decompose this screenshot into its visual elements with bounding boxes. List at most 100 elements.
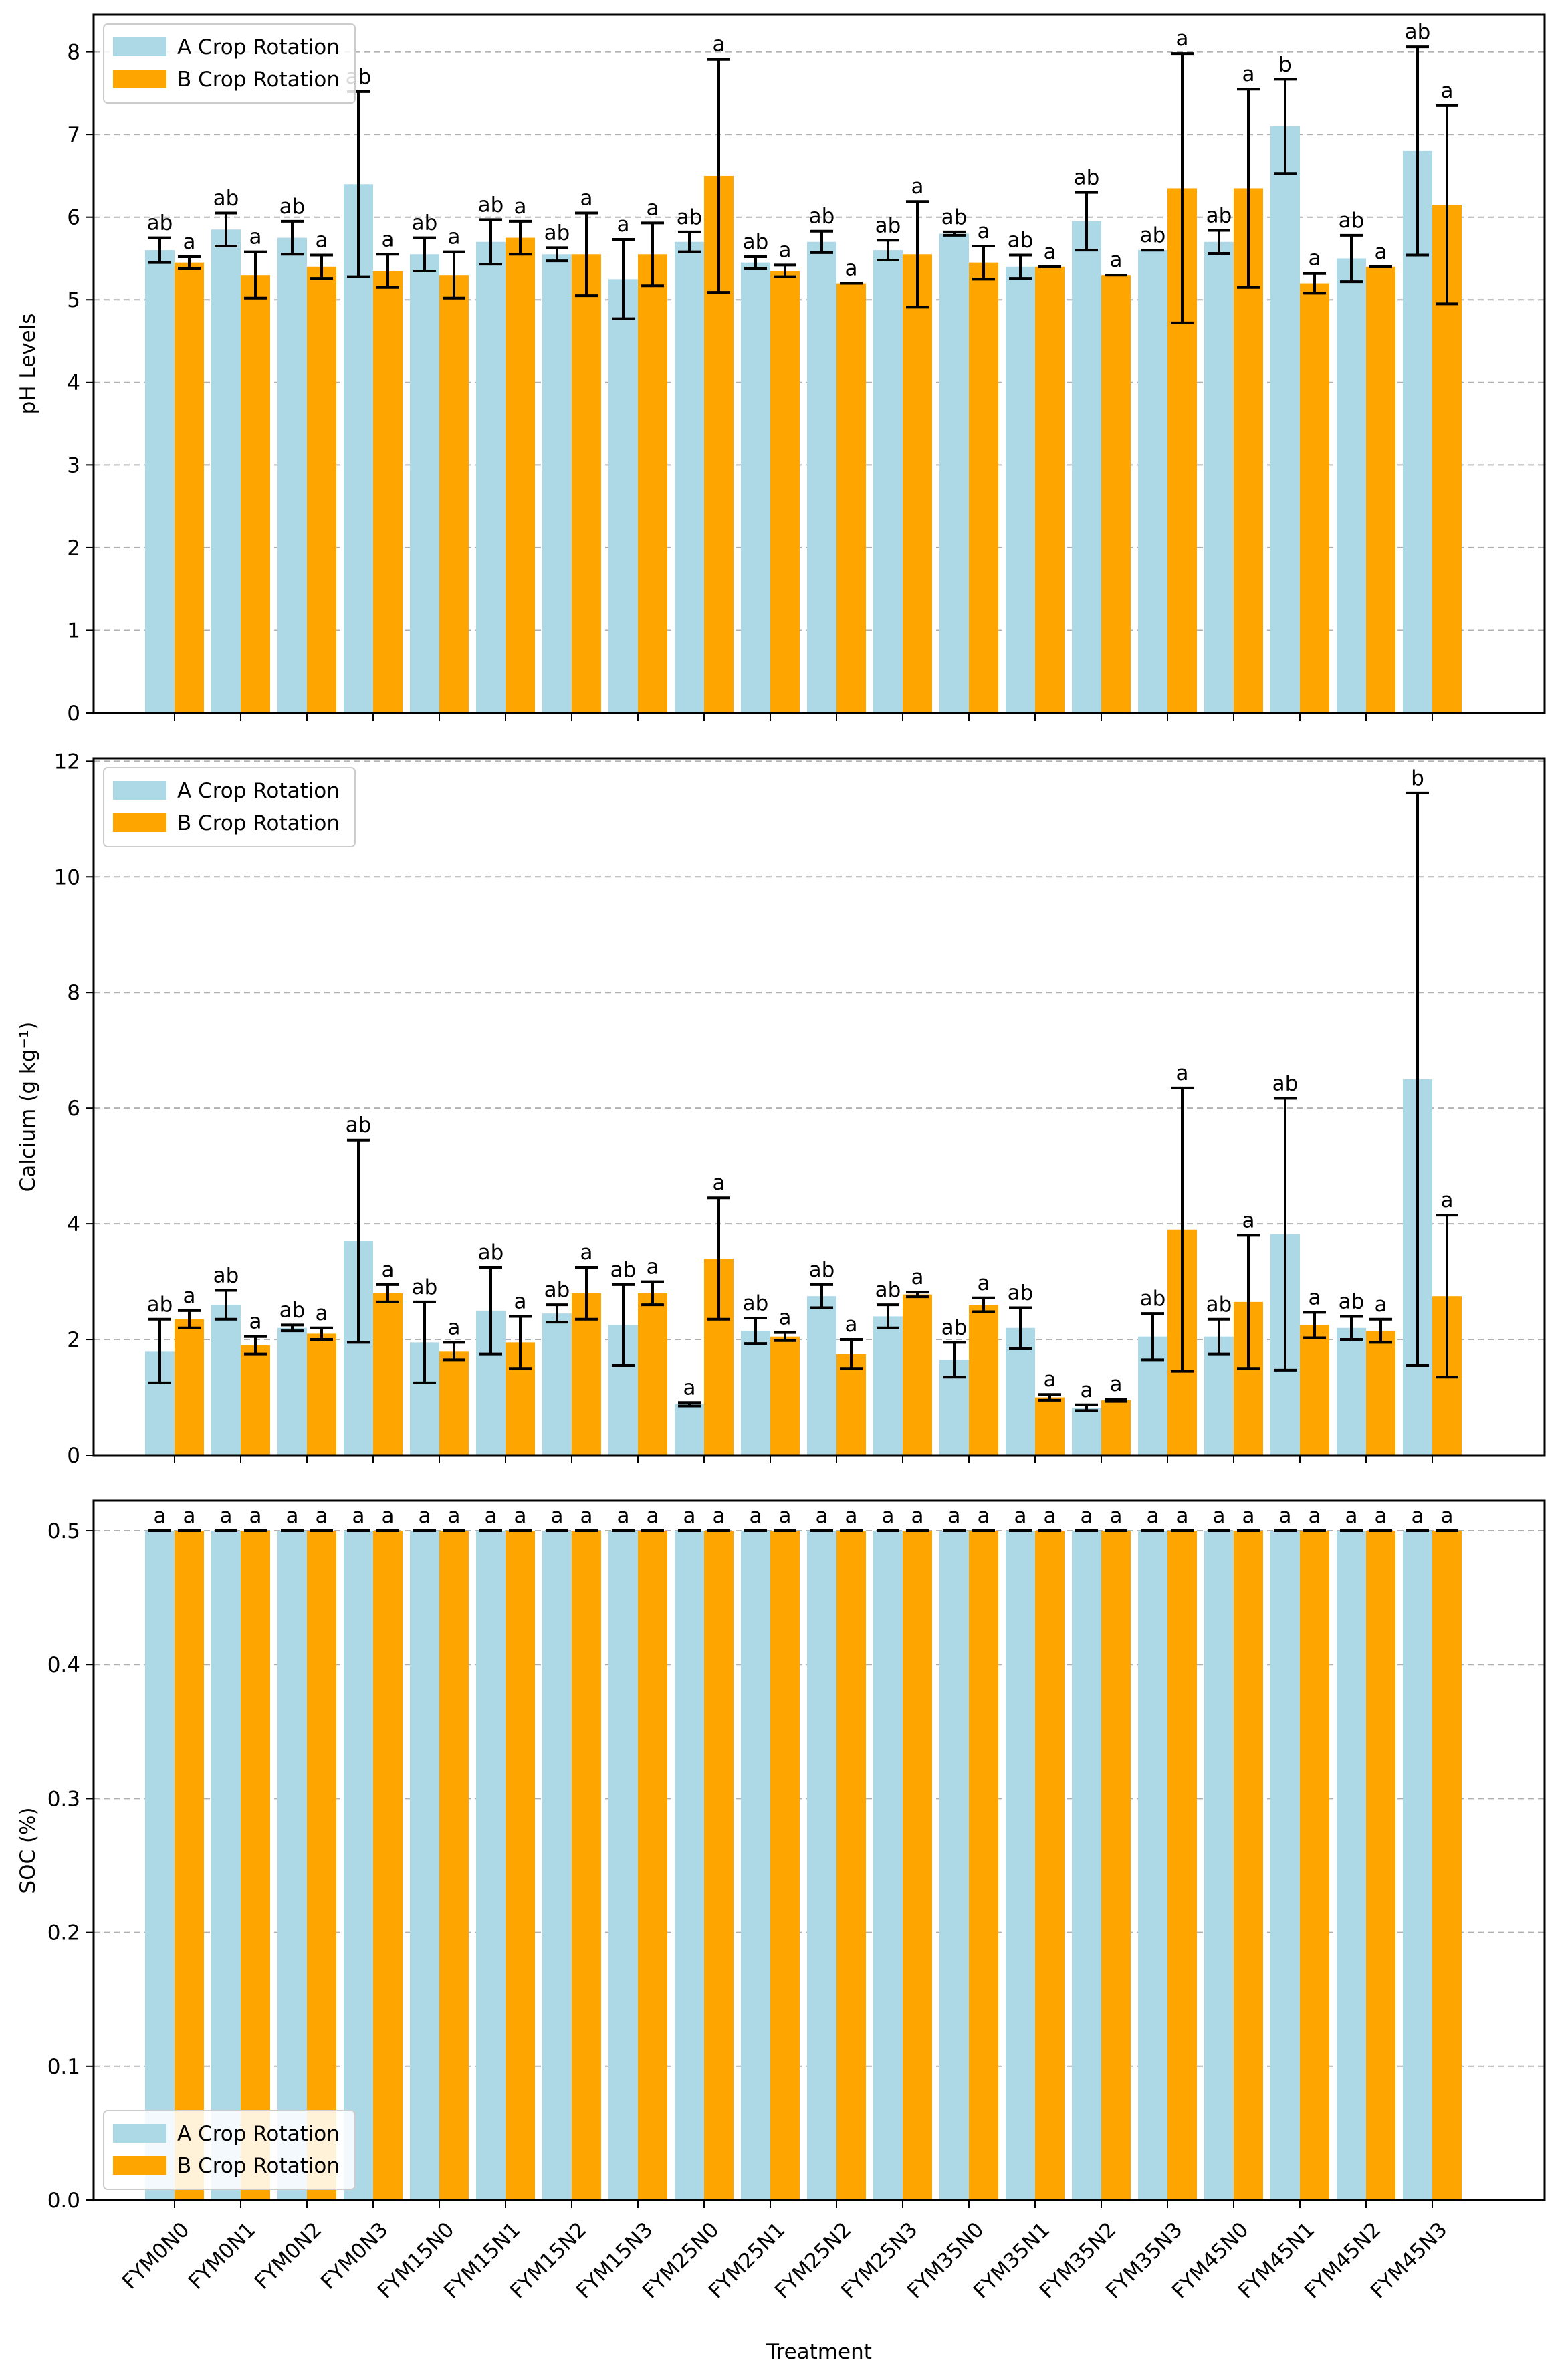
- y-tick-label: 12: [54, 750, 80, 774]
- significance-letter-b: a: [1375, 1293, 1387, 1317]
- bar-a: [1403, 1531, 1432, 2200]
- significance-letter-b: a: [713, 1504, 725, 1528]
- significance-letter-a: a: [419, 1504, 431, 1528]
- significance-letter-b: a: [1044, 1504, 1056, 1528]
- significance-letter-a: a: [882, 1504, 895, 1528]
- significance-letter-a: ab: [610, 1258, 637, 1282]
- significance-letter-b: a: [448, 225, 461, 249]
- significance-letter-a: ab: [1206, 203, 1232, 227]
- bar-a: [873, 1316, 903, 1455]
- significance-letter-a: ab: [743, 1291, 769, 1315]
- bar-a: [1337, 258, 1366, 713]
- significance-letter-b: a: [382, 1258, 395, 1282]
- y-tick-label: 2: [67, 1328, 80, 1352]
- axes-frame: [92, 757, 1546, 1457]
- significance-letter-a: a: [286, 1504, 299, 1528]
- significance-letter-a: ab: [1272, 1071, 1299, 1095]
- significance-letter-b: a: [249, 1504, 262, 1528]
- bar-a: [675, 1531, 704, 2200]
- bar-b: [1234, 1531, 1263, 2200]
- y-tick-label: 8: [67, 981, 80, 1005]
- significance-letter-b: a: [183, 1504, 196, 1528]
- bar-a: [277, 237, 307, 713]
- bar-a: [608, 279, 638, 713]
- significance-letter-a: ab: [941, 1315, 968, 1339]
- significance-letter-a: a: [352, 1504, 365, 1528]
- x-axis-label: Treatment: [766, 2340, 872, 2364]
- significance-letter-a: ab: [346, 1113, 372, 1138]
- legend-swatch: [113, 70, 166, 88]
- bar-b: [903, 254, 932, 713]
- significance-letter-a: a: [1081, 1504, 1093, 1528]
- significance-letter-b: a: [1309, 1285, 1321, 1309]
- bar-b: [1432, 1531, 1462, 2200]
- bar-a: [542, 254, 572, 713]
- significance-letter-b: a: [249, 1310, 262, 1334]
- bar-a: [1072, 1408, 1101, 1455]
- bar-a: [145, 250, 175, 713]
- legend-swatch: [113, 781, 166, 800]
- y-tick-label: 2: [67, 536, 80, 560]
- significance-letter-b: a: [1441, 1188, 1454, 1212]
- bar-a: [277, 1531, 307, 2200]
- y-tick-label: 0: [67, 1444, 80, 1468]
- bar-a: [1270, 126, 1300, 713]
- significance-letter-b: a: [1375, 1504, 1387, 1528]
- bar-b: [1101, 1531, 1131, 2200]
- bar-a: [211, 1305, 241, 1455]
- significance-letter-b: a: [183, 1284, 196, 1308]
- significance-letter-a: a: [1412, 1504, 1424, 1528]
- bar-b: [836, 1354, 866, 1455]
- bar-b: [572, 254, 601, 713]
- legend-swatch: [113, 2124, 166, 2143]
- bar-b: [704, 1531, 734, 2200]
- significance-letter-b: a: [978, 1504, 990, 1528]
- bar-b: [903, 1531, 932, 2200]
- significance-letter-a: a: [1345, 1504, 1358, 1528]
- significance-letter-b: a: [647, 1504, 659, 1528]
- significance-letter-b: a: [1044, 1368, 1056, 1392]
- significance-letter-b: a: [845, 1504, 858, 1528]
- bar-a: [410, 254, 439, 713]
- legend-swatch: [113, 2156, 166, 2175]
- y-tick-label: 5: [67, 288, 80, 312]
- bar-a: [1204, 1531, 1234, 2200]
- significance-letter-a: ab: [412, 211, 438, 235]
- significance-letter-a: a: [683, 1504, 696, 1528]
- significance-letter-b: a: [713, 1171, 725, 1195]
- significance-letter-a: a: [1014, 1504, 1027, 1528]
- bar-b: [903, 1294, 932, 1455]
- significance-letter-b: a: [1309, 1504, 1321, 1528]
- y-tick-label: 6: [67, 206, 80, 230]
- bar-a: [476, 241, 506, 713]
- y-tick-label: 0.2: [47, 1921, 80, 1945]
- significance-letter-b: a: [1242, 1208, 1255, 1232]
- significance-letter-a: ab: [809, 205, 835, 229]
- significance-letter-a: ab: [743, 230, 769, 254]
- significance-letter-a: ab: [478, 1241, 504, 1265]
- significance-letter-a: ab: [213, 187, 239, 211]
- bar-b: [241, 275, 270, 713]
- bar-b: [1035, 266, 1065, 714]
- significance-letter-b: a: [647, 196, 659, 220]
- bar-b: [969, 1531, 998, 2200]
- significance-letter-a: ab: [875, 1278, 901, 1302]
- significance-letter-b: a: [713, 33, 725, 57]
- bar-b: [439, 1531, 469, 2200]
- significance-letter-b: a: [382, 227, 395, 251]
- significance-letter-b: a: [183, 230, 196, 254]
- significance-letter-a: ab: [213, 1264, 239, 1288]
- y-tick-label: 0: [67, 702, 80, 726]
- significance-letter-b: a: [316, 1504, 328, 1528]
- significance-letter-b: a: [1441, 1504, 1454, 1528]
- bar-a: [476, 1531, 506, 2200]
- y-tick-label: 0.5: [47, 1519, 80, 1543]
- significance-letter-b: a: [1176, 27, 1189, 51]
- bar-a: [741, 1531, 770, 2200]
- significance-letter-b: a: [978, 219, 990, 243]
- legend-label: B Crop Rotation: [177, 811, 340, 835]
- y-axis-label: Calcium (g kg⁻¹): [16, 1022, 40, 1192]
